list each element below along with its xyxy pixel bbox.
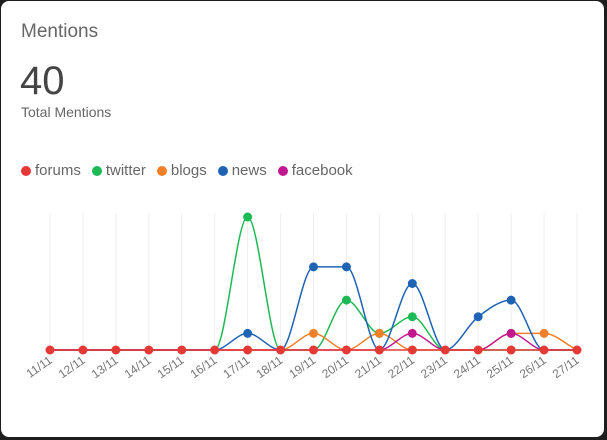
data-point-forums: [45, 345, 55, 355]
data-point-forums: [144, 345, 154, 355]
data-point-forums: [276, 345, 286, 355]
data-point-forums: [572, 345, 582, 355]
legend-dot-news: [217, 165, 228, 176]
data-point-forums: [309, 345, 318, 355]
x-tick-label: 25/11: [484, 353, 516, 381]
data-point-forums: [407, 345, 417, 355]
data-point-forums: [506, 345, 516, 355]
data-point-news: [243, 328, 253, 338]
data-point-news: [309, 262, 318, 272]
legend-item-forums[interactable]: forums: [21, 162, 81, 179]
legend-label-forums: forums: [35, 162, 81, 179]
x-tick-label: 11/11: [24, 353, 55, 381]
legend-label-blogs: blogs: [170, 162, 207, 179]
x-tick-label: 16/11: [188, 353, 220, 381]
x-tick-label: 12/11: [56, 353, 88, 381]
data-point-facebook: [407, 328, 417, 338]
data-point-forums: [78, 345, 88, 355]
legend-dot-twitter: [91, 165, 102, 176]
data-point-forums: [111, 345, 121, 355]
legend-label-news: news: [231, 162, 267, 179]
legend-item-news[interactable]: news: [217, 162, 267, 179]
card-title: Mentions: [21, 21, 99, 42]
x-tick-label: 23/11: [418, 353, 450, 381]
data-point-forums: [539, 345, 549, 355]
data-point-forums: [341, 345, 351, 355]
data-point-news: [341, 262, 351, 272]
x-tick-label: 22/11: [385, 353, 417, 381]
data-point-blogs: [374, 328, 384, 338]
data-point-forums: [177, 345, 187, 355]
data-point-news: [506, 295, 516, 305]
legend-label-twitter: twitter: [105, 162, 146, 179]
data-point-news: [473, 312, 483, 322]
data-point-forums: [440, 345, 450, 355]
data-point-forums: [210, 345, 220, 355]
x-tick-label: 26/11: [517, 353, 549, 381]
legend-item-twitter[interactable]: twitter: [91, 162, 146, 179]
x-tick-label: 15/11: [155, 353, 187, 381]
x-tick-label: 13/11: [89, 353, 121, 381]
total-mentions-value: 40: [20, 59, 65, 103]
total-mentions-label: Total Mentions: [21, 104, 112, 120]
x-tick-label: 24/11: [451, 353, 483, 381]
data-point-blogs: [309, 328, 318, 338]
x-tick-label: 18/11: [253, 353, 285, 381]
chart-legend: forums twitter blogs news facebook: [21, 162, 364, 179]
legend-item-blogs[interactable]: blogs: [156, 162, 207, 179]
data-point-twitter: [407, 312, 417, 322]
data-point-forums: [473, 345, 483, 355]
x-tick-label: 14/11: [122, 353, 154, 381]
data-point-forums: [243, 345, 253, 355]
data-point-twitter: [243, 212, 253, 222]
legend-dot-blogs: [156, 165, 167, 176]
data-point-blogs: [539, 328, 549, 338]
x-tick-label: 21/11: [352, 353, 384, 381]
legend-item-facebook[interactable]: facebook: [277, 162, 353, 179]
data-point-news: [407, 279, 417, 288]
legend-dot-facebook: [277, 165, 288, 176]
x-tick-label: 17/11: [220, 353, 252, 381]
data-point-twitter: [341, 295, 351, 305]
data-point-facebook: [506, 328, 516, 338]
legend-label-facebook: facebook: [291, 162, 353, 179]
data-point-forums: [374, 345, 384, 355]
x-tick-label: 27/11: [550, 353, 582, 381]
x-tick-label: 20/11: [319, 353, 351, 381]
legend-dot-forums: [21, 165, 31, 176]
x-tick-label: 19/11: [286, 353, 318, 381]
